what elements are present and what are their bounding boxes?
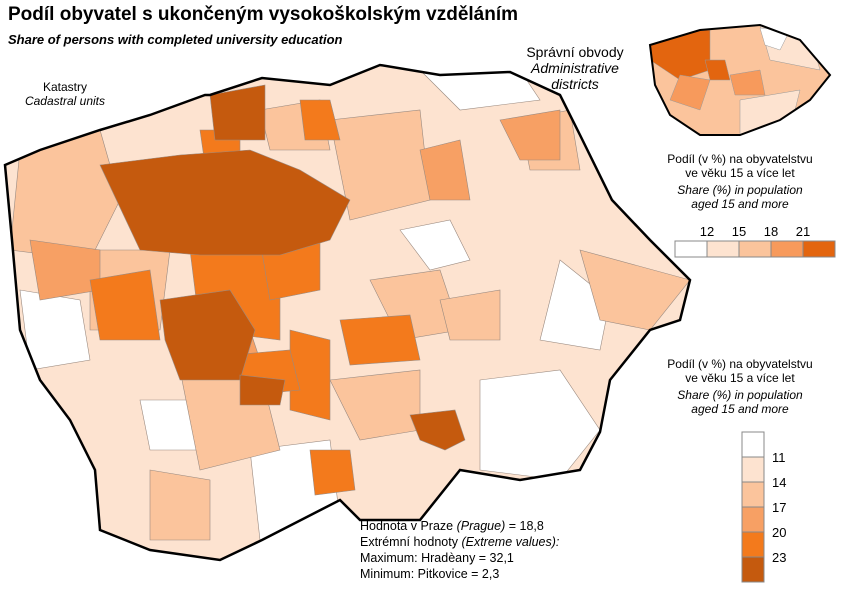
legend-swatch	[738, 240, 772, 258]
legend-break-label: 15	[732, 224, 746, 239]
legend-swatch	[741, 556, 765, 583]
inset-map-label: Správní obvody Administrative districts	[515, 44, 635, 92]
prague-label: Hodnota v Praze	[360, 519, 454, 533]
legend-title-cz: Podíl (v %) na obyvatelstvu	[667, 152, 813, 166]
prague-en: (Prague)	[456, 519, 506, 533]
extreme-en: (Extreme values):	[461, 535, 560, 549]
cadastral-unit	[479, 369, 601, 481]
legend-swatch	[741, 481, 765, 508]
cadastral-unit	[309, 449, 356, 496]
cadastral-unit	[99, 149, 351, 256]
label-cz: Správní obvody	[526, 44, 624, 60]
legend-title-cz-2: ve věku 15 a více let	[685, 371, 795, 385]
legend-break-label: 20	[772, 525, 786, 540]
label-cz: Katastry	[42, 80, 87, 94]
cadastral-unit	[399, 219, 471, 271]
legend-break-label: 11	[772, 450, 786, 465]
cadastral-unit	[149, 469, 211, 541]
label-en: Cadastral units	[24, 94, 106, 108]
legend-title-cz: Podíl (v %) na obyvatelstvu	[667, 357, 813, 371]
legend-title-en: Share (%) in population	[677, 183, 803, 197]
legend-break-label: 17	[772, 500, 786, 515]
cadastral-unit	[409, 409, 466, 451]
legend-title-en-2: aged 15 and more	[691, 402, 789, 416]
legend-swatch	[741, 506, 765, 533]
district	[669, 74, 711, 111]
legend-swatch	[741, 456, 765, 483]
legend-break-label: 14	[772, 475, 786, 490]
legend-swatch	[741, 531, 765, 558]
district	[729, 69, 766, 96]
legend-swatch	[706, 240, 740, 258]
extreme-label: Extrémní hodnoty	[360, 535, 458, 549]
legend-swatch	[741, 431, 765, 458]
main-map-label: Katastry Cadastral units	[20, 80, 110, 108]
inset-legend-title: Podíl (v %) na obyvatelstvu ve věku 15 a…	[640, 152, 840, 211]
legend-break-label: 21	[796, 224, 810, 239]
legend-title-en: Share (%) in population	[677, 388, 803, 402]
legend-title-cz-2: ve věku 15 a více let	[685, 166, 795, 180]
cadastral-unit	[29, 239, 101, 301]
summary-info: Hodnota v Praze (Prague) = 18,8 Extrémní…	[360, 518, 559, 582]
label-en: Administrative districts	[531, 60, 619, 92]
map-subtitle: Share of persons with completed universi…	[8, 32, 343, 47]
district	[704, 59, 731, 81]
cadastral-unit	[239, 374, 286, 406]
cadastral-unit	[339, 314, 421, 366]
maximum-value: Maximum: Hradèany = 32,1	[360, 551, 514, 565]
prague-value: = 18,8	[508, 519, 544, 533]
cadastral-unit	[209, 84, 266, 141]
legend-swatch	[674, 240, 708, 258]
minimum-value: Minimum: Pitkovice = 2,3	[360, 567, 500, 581]
map-title: Podíl obyvatel s ukončeným vysokoškolský…	[8, 4, 519, 25]
prague-boundary	[3, 63, 692, 562]
legend-break-label: 23	[772, 550, 786, 565]
legend-swatch	[802, 240, 836, 258]
inset-boundary	[648, 23, 832, 136]
legend-break-label: 12	[700, 224, 714, 239]
legend-break-label: 18	[764, 224, 778, 239]
legend-title-en-2: aged 15 and more	[691, 197, 789, 211]
cadastral-unit	[419, 139, 471, 201]
cadastral-unit	[439, 289, 501, 341]
cadastral-unit	[299, 99, 341, 141]
main-legend-title: Podíl (v %) na obyvatelstvu ve věku 15 a…	[640, 357, 840, 416]
cadastral-unit	[499, 109, 561, 161]
legend-swatch	[770, 240, 804, 258]
cadastral-unit	[89, 269, 161, 341]
